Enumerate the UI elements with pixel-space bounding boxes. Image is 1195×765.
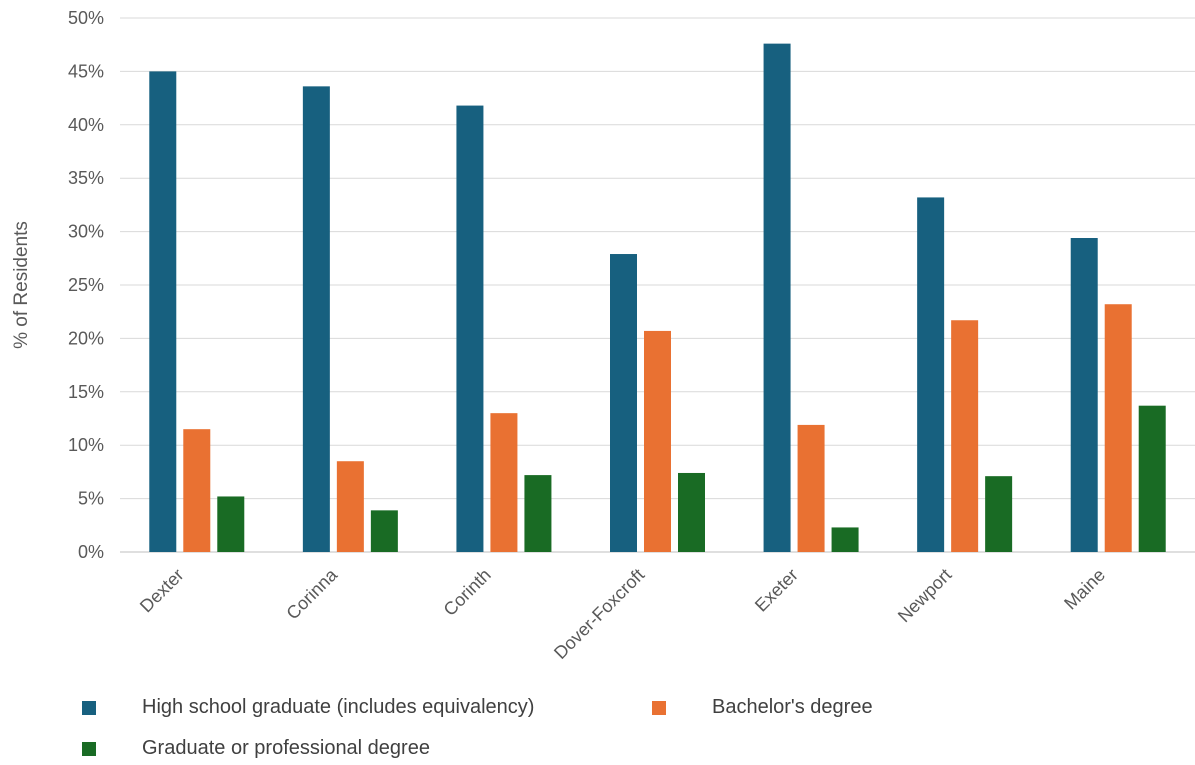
bar-maine-0 bbox=[1070, 238, 1098, 552]
category-label: Dexter bbox=[136, 565, 188, 617]
y-tick-label: 25% bbox=[68, 275, 104, 295]
bar-corinth-0 bbox=[456, 105, 484, 553]
bar-exeter-2 bbox=[831, 527, 859, 552]
y-tick-label: 15% bbox=[68, 382, 104, 402]
y-tick-label: 50% bbox=[68, 8, 104, 28]
category-label: Exeter bbox=[751, 565, 802, 616]
category-label: Dover-Foxcroft bbox=[550, 565, 648, 663]
bar-corinth-1 bbox=[490, 413, 518, 552]
bar-corinna-0 bbox=[302, 86, 330, 553]
bar-maine-1 bbox=[1104, 304, 1132, 552]
y-tick-label: 35% bbox=[68, 168, 104, 188]
y-tick-label: 20% bbox=[68, 328, 104, 348]
bar-dexter-1 bbox=[183, 429, 211, 552]
y-tick-label: 5% bbox=[78, 489, 104, 509]
bar-dover-foxcroft-1 bbox=[644, 330, 671, 552]
bar-dexter-0 bbox=[149, 71, 177, 553]
bar-newport-2 bbox=[985, 476, 1013, 552]
category-label: Corinth bbox=[440, 565, 495, 620]
bar-dover-foxcroft-0 bbox=[610, 254, 637, 552]
y-tick-label: 10% bbox=[68, 435, 104, 455]
bar-corinth-2 bbox=[524, 475, 552, 552]
category-label: Newport bbox=[894, 565, 956, 627]
y-tick-label: 30% bbox=[68, 222, 104, 242]
bar-corinna-2 bbox=[370, 510, 398, 552]
bar-exeter-1 bbox=[797, 424, 825, 552]
category-label: Maine bbox=[1060, 565, 1109, 614]
bar-exeter-0 bbox=[763, 43, 791, 553]
bar-newport-1 bbox=[951, 320, 979, 552]
bar-dexter-2 bbox=[217, 496, 245, 552]
y-tick-label: 0% bbox=[78, 542, 104, 562]
y-axis-title: % of Residents bbox=[11, 221, 32, 349]
bar-maine-2 bbox=[1138, 405, 1166, 552]
bar-newport-0 bbox=[917, 197, 945, 552]
y-tick-label: 45% bbox=[68, 61, 104, 81]
bar-dover-foxcroft-2 bbox=[678, 472, 705, 552]
category-label: Corinna bbox=[282, 564, 341, 623]
y-tick-label: 40% bbox=[68, 115, 104, 135]
bar-corinna-1 bbox=[336, 461, 364, 552]
